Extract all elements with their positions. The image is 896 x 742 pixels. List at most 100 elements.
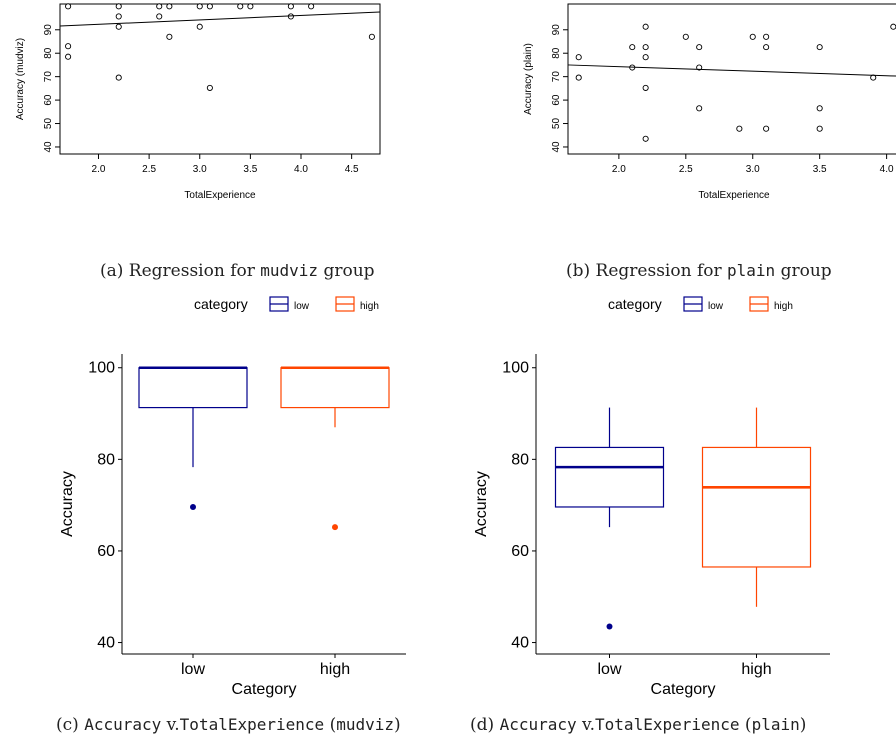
legend-title: category bbox=[194, 296, 248, 312]
x-tick-label: 2.0 bbox=[612, 164, 626, 175]
x-tick-label: 4.0 bbox=[294, 164, 308, 175]
data-point bbox=[287, 3, 294, 10]
data-point bbox=[642, 23, 649, 30]
chart-boxplot-plain: 40 60 80 100 low high Category Accuracy category… bbox=[473, 296, 830, 698]
data-point bbox=[196, 23, 203, 30]
data-point bbox=[206, 84, 213, 91]
x-axis-label: Category bbox=[651, 681, 716, 698]
data-point bbox=[816, 44, 823, 51]
data-point bbox=[575, 74, 582, 81]
caption-a: (a) Regression for mudviz group bbox=[100, 261, 375, 281]
y-tick-label: 40 bbox=[551, 141, 562, 153]
data-point bbox=[575, 54, 582, 61]
chart-regression-plain: 2.0 2.5 3.0 3.5 4.0 40 50 60 70 80 90 TotalExperien… bbox=[523, 3, 896, 201]
plot-frame bbox=[567, 3, 896, 155]
caption-b: (b) Regression for plain group bbox=[566, 261, 832, 281]
y-tick-label: 80 bbox=[511, 451, 529, 468]
y-tick-label: 90 bbox=[551, 24, 562, 36]
y-tick-label: 60 bbox=[511, 543, 529, 560]
data-point bbox=[763, 33, 770, 40]
data-point bbox=[156, 13, 163, 20]
data-point bbox=[736, 125, 743, 132]
box-iqr bbox=[138, 367, 248, 409]
data-point bbox=[696, 44, 703, 51]
box-iqr bbox=[554, 446, 665, 508]
data-point bbox=[763, 125, 770, 132]
data-point bbox=[308, 3, 315, 10]
y-tick-label: 40 bbox=[97, 635, 115, 652]
data-point bbox=[763, 44, 770, 51]
data-point bbox=[166, 3, 173, 10]
x-tick-label: 2.0 bbox=[92, 164, 106, 175]
data-point bbox=[115, 74, 122, 81]
data-point bbox=[890, 23, 896, 30]
caption-c: (c) Accuracy v.TotalExperience (mudviz) bbox=[56, 715, 401, 735]
x-tick-label: low bbox=[181, 661, 205, 678]
chart-regression-mudviz: 2.0 2.5 3.0 3.5 4.0 4.5 40 50 60 70 80 90 TotalExper… bbox=[15, 3, 381, 201]
y-tick-label: 50 bbox=[43, 118, 54, 130]
legend-label: high bbox=[774, 301, 793, 312]
x-tick-label: 4.0 bbox=[880, 164, 894, 175]
x-tick-label: 3.5 bbox=[813, 164, 827, 175]
y-axis-label: Accuracy bbox=[473, 471, 490, 537]
x-axis-label: Category bbox=[232, 681, 297, 698]
y-tick-label: 80 bbox=[97, 451, 115, 468]
data-point bbox=[749, 33, 756, 40]
y-tick-label: 70 bbox=[551, 71, 562, 83]
x-tick-label: 3.5 bbox=[243, 164, 257, 175]
x-tick-label: 3.0 bbox=[193, 164, 207, 175]
caption-d: (d) Accuracy v.TotalExperience (plain) bbox=[470, 715, 806, 735]
x-tick-label: 2.5 bbox=[679, 164, 693, 175]
y-tick-label: 100 bbox=[88, 360, 115, 377]
regression-line bbox=[567, 64, 896, 77]
data-point bbox=[368, 33, 375, 40]
x-tick-label: 4.5 bbox=[345, 164, 359, 175]
data-point bbox=[65, 3, 72, 10]
data-point bbox=[696, 64, 703, 71]
data-point bbox=[642, 84, 649, 91]
y-axis-label: Accuracy bbox=[59, 471, 76, 537]
y-tick-label: 40 bbox=[43, 141, 54, 153]
box-iqr bbox=[280, 367, 390, 409]
y-tick-label: 80 bbox=[43, 47, 54, 59]
data-point bbox=[816, 105, 823, 112]
data-point bbox=[206, 3, 213, 10]
legend-label: high bbox=[360, 301, 379, 312]
data-point bbox=[642, 44, 649, 51]
data-point bbox=[115, 3, 122, 10]
regression-line bbox=[59, 11, 381, 27]
legend-title: category bbox=[608, 296, 662, 312]
data-point bbox=[696, 105, 703, 112]
chart-boxplot-mudviz: 40 60 80 100 low high Category Accuracy category… bbox=[59, 296, 406, 698]
y-tick-label: 90 bbox=[43, 24, 54, 36]
y-tick-label: 50 bbox=[551, 118, 562, 130]
outlier-point bbox=[190, 503, 196, 510]
data-point bbox=[816, 125, 823, 132]
data-point bbox=[642, 54, 649, 61]
data-point bbox=[629, 44, 636, 51]
box-iqr bbox=[701, 446, 812, 568]
y-tick-label: 70 bbox=[43, 71, 54, 83]
data-point bbox=[166, 33, 173, 40]
y-tick-label: 100 bbox=[502, 360, 529, 377]
data-point bbox=[115, 13, 122, 20]
x-tick-label: 3.0 bbox=[746, 164, 760, 175]
y-tick-label: 60 bbox=[43, 94, 54, 106]
data-point bbox=[65, 43, 72, 50]
outlier-point bbox=[606, 623, 613, 630]
y-tick-label: 60 bbox=[551, 94, 562, 106]
plot-frame bbox=[59, 3, 381, 155]
x-tick-label: low bbox=[597, 661, 621, 678]
x-tick-label: 2.5 bbox=[142, 164, 156, 175]
y-tick-label: 60 bbox=[97, 543, 115, 560]
data-point bbox=[156, 3, 163, 10]
data-point bbox=[247, 3, 254, 10]
x-tick-label: high bbox=[320, 661, 350, 678]
data-point bbox=[642, 135, 649, 142]
data-point bbox=[682, 33, 689, 40]
y-tick-label: 80 bbox=[551, 47, 562, 59]
x-axis-label: TotalExperience bbox=[698, 190, 770, 201]
data-point bbox=[237, 3, 244, 10]
x-axis-label: TotalExperience bbox=[184, 190, 256, 201]
